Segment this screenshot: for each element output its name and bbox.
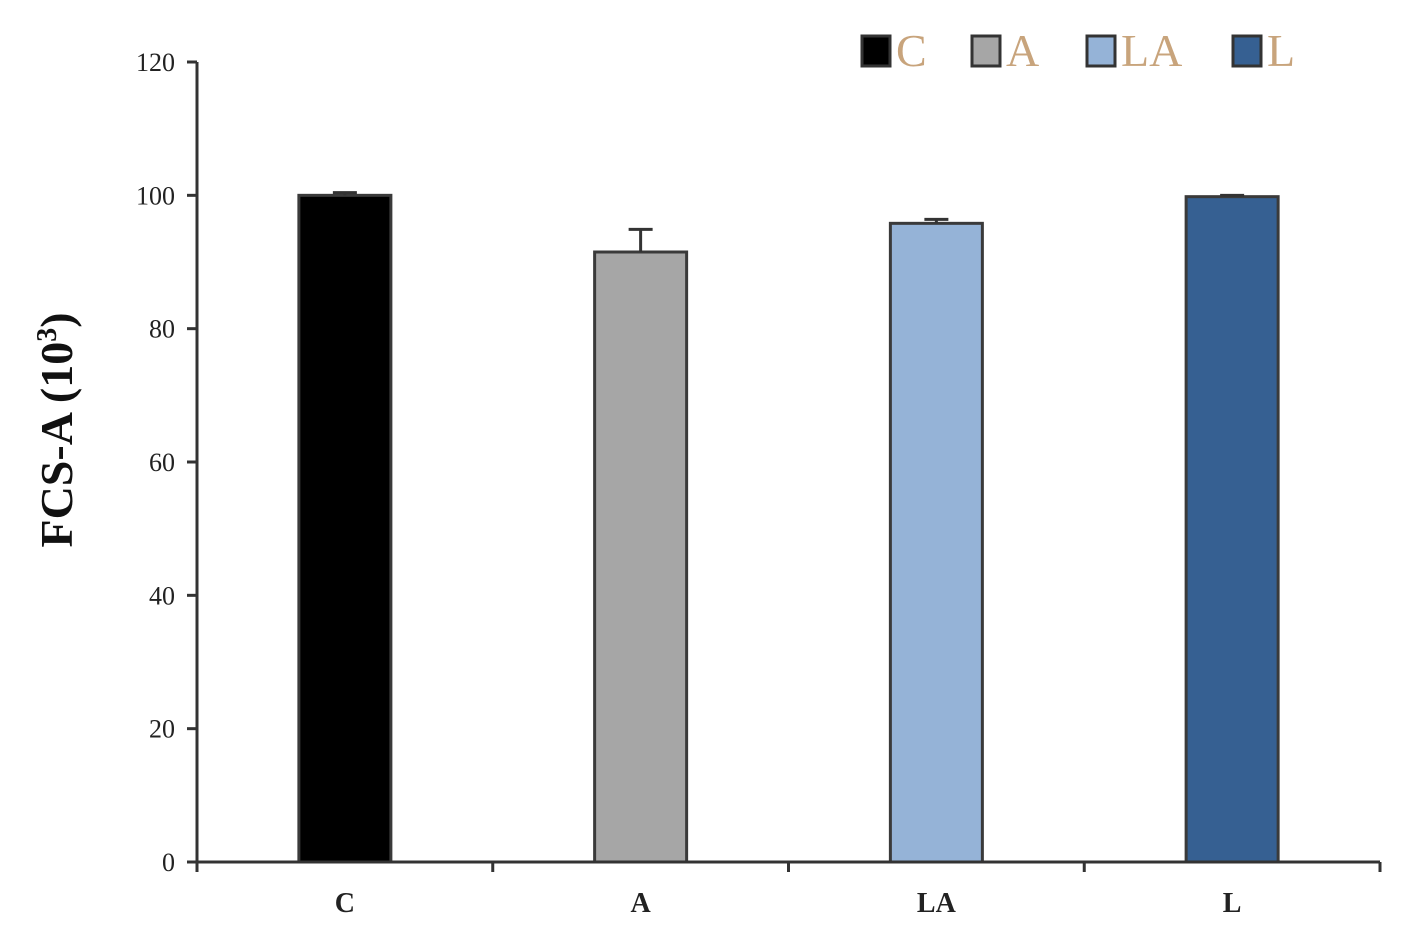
y-tick-label: 120 (136, 48, 175, 77)
bars (297, 193, 1280, 864)
error-bars (332, 191, 1245, 252)
legend-swatch (1231, 34, 1263, 68)
y-tick-label: 60 (149, 448, 175, 477)
legend-label: C (896, 25, 927, 76)
y-tick-label: 80 (149, 315, 175, 344)
x-tick-label: A (631, 888, 652, 919)
x-tick-label: L (1223, 888, 1242, 919)
y-tick-label: 100 (136, 181, 175, 210)
bar (888, 221, 984, 864)
y-axis: 0 20 40 60 80 100 120 (136, 48, 199, 877)
legend-swatch (970, 34, 1002, 68)
bar (297, 193, 393, 864)
y-axis-label: FCS-A (103) (31, 312, 82, 547)
x-tick-label: LA (917, 888, 957, 919)
legend-label: LA (1121, 25, 1182, 76)
legend: C A LA L (860, 25, 1295, 76)
legend-swatch (860, 34, 892, 68)
x-tick-label: C (335, 888, 355, 919)
legend-label: L (1267, 25, 1295, 76)
bar (1184, 195, 1280, 864)
y-tick-label: 0 (162, 848, 175, 877)
y-tick-label: 20 (149, 715, 175, 744)
legend-swatch (1085, 34, 1117, 68)
bar (593, 250, 689, 864)
y-tick-label: 40 (149, 581, 175, 610)
x-axis: C A LA L (195, 860, 1382, 919)
legend-label: A (1006, 25, 1039, 76)
